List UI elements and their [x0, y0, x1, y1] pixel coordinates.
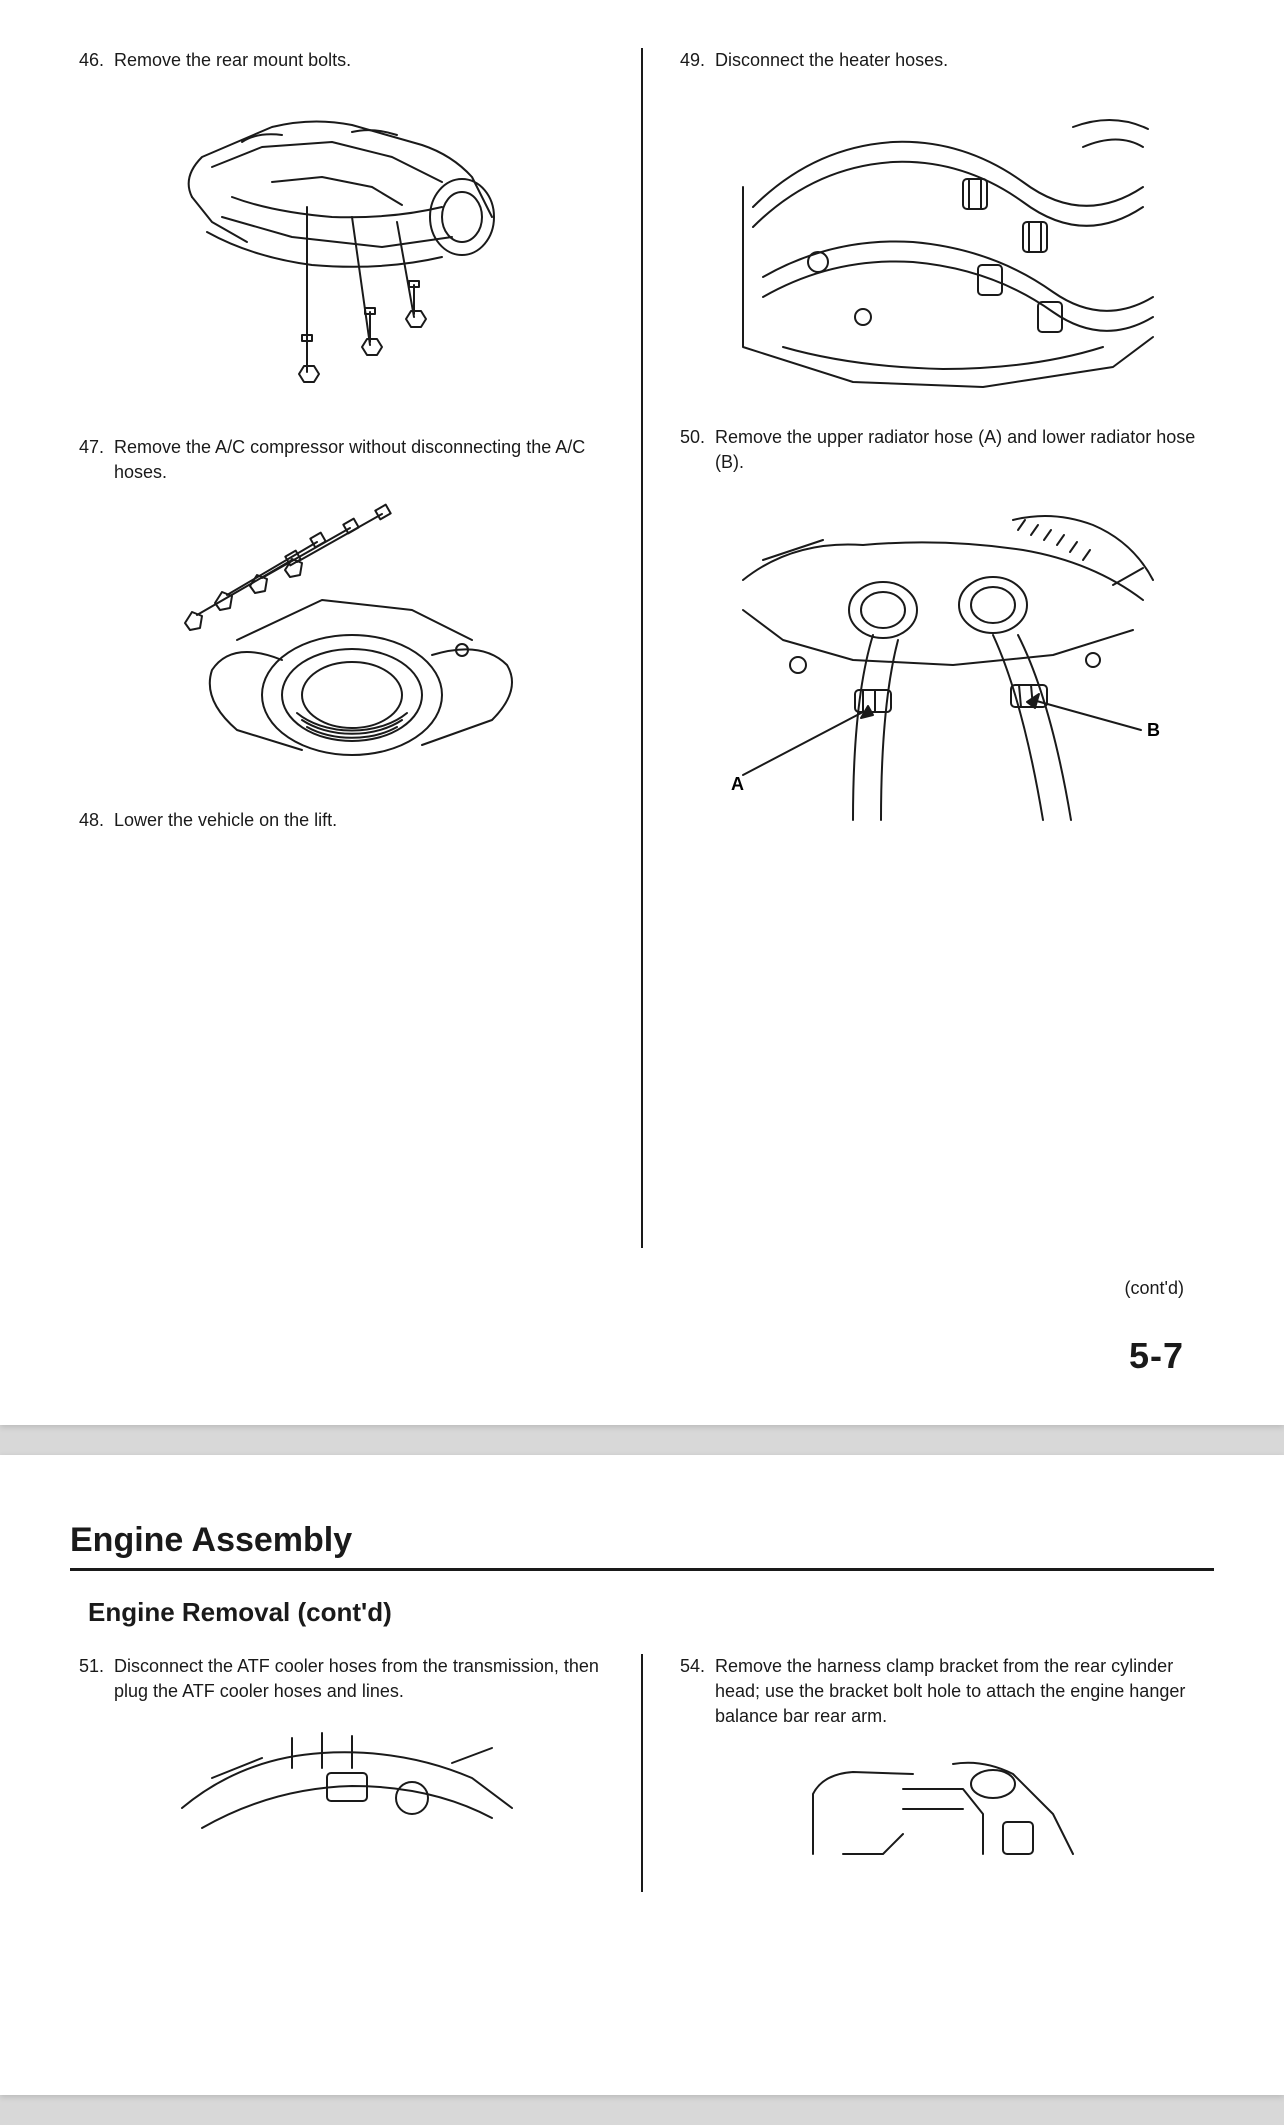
step-46: 46. Remove the rear mount bolts.	[70, 48, 613, 73]
two-column-layout: 46. Remove the rear mount bolts.	[70, 48, 1214, 1248]
left-column: 46. Remove the rear mount bolts.	[70, 48, 641, 1248]
step-47: 47. Remove the A/C compressor without di…	[70, 435, 613, 485]
diagram-radiator-hoses-icon: A B	[713, 490, 1173, 840]
step-48: 48. Lower the vehicle on the lift.	[70, 808, 613, 833]
step-number: 47.	[70, 435, 114, 485]
manual-page-1: 46. Remove the rear mount bolts.	[0, 0, 1284, 1425]
step-text: Remove the upper radiator hose (A) and l…	[715, 425, 1214, 475]
label-b: B	[1147, 720, 1160, 740]
figure-radiator-hoses: A B	[671, 490, 1214, 840]
step-54: 54. Remove the harness clamp bracket fro…	[671, 1654, 1214, 1730]
step-number: 51.	[70, 1654, 114, 1704]
manual-page-2: Engine Assembly Engine Removal (cont'd) …	[0, 1455, 1284, 2095]
step-text: Disconnect the ATF cooler hoses from the…	[114, 1654, 613, 1704]
figure-heater-hoses	[671, 87, 1214, 397]
step-number: 54.	[671, 1654, 715, 1730]
right-column: 49. Disconnect the heater hoses.	[643, 48, 1214, 1248]
label-a: A	[731, 774, 744, 794]
diagram-rear-mount-bolts-icon	[152, 87, 532, 407]
diagram-atf-cooler-hoses-icon	[152, 1718, 532, 1838]
step-number: 46.	[70, 48, 114, 73]
step-51: 51. Disconnect the ATF cooler hoses from…	[70, 1654, 613, 1704]
step-text: Lower the vehicle on the lift.	[114, 808, 613, 833]
diagram-harness-clamp-bracket-icon	[753, 1744, 1133, 1864]
step-number: 48.	[70, 808, 114, 833]
section-title: Engine Removal (cont'd)	[88, 1597, 1214, 1628]
figure-atf-cooler-hoses	[70, 1718, 613, 1838]
step-text: Remove the rear mount bolts.	[114, 48, 613, 73]
step-text: Remove the harness clamp bracket from th…	[715, 1654, 1214, 1730]
right-column: 54. Remove the harness clamp bracket fro…	[643, 1654, 1214, 1892]
step-49: 49. Disconnect the heater hoses.	[671, 48, 1214, 73]
diagram-heater-hoses-icon	[723, 87, 1163, 397]
step-number: 49.	[671, 48, 715, 73]
chapter-rule	[70, 1568, 1214, 1571]
figure-harness-clamp-bracket	[671, 1744, 1214, 1864]
two-column-layout: 51. Disconnect the ATF cooler hoses from…	[70, 1654, 1214, 1892]
chapter-title: Engine Assembly	[70, 1521, 1214, 1560]
step-50: 50. Remove the upper radiator hose (A) a…	[671, 425, 1214, 475]
figure-ac-compressor	[70, 500, 613, 780]
figure-rear-mount-bolts	[70, 87, 613, 407]
step-number: 50.	[671, 425, 715, 475]
step-text: Remove the A/C compressor without discon…	[114, 435, 613, 485]
continued-label: (cont'd)	[70, 1278, 1214, 1299]
diagram-ac-compressor-icon	[142, 500, 542, 780]
left-column: 51. Disconnect the ATF cooler hoses from…	[70, 1654, 641, 1892]
page-number: 5-7	[70, 1335, 1214, 1377]
step-text: Disconnect the heater hoses.	[715, 48, 1214, 73]
